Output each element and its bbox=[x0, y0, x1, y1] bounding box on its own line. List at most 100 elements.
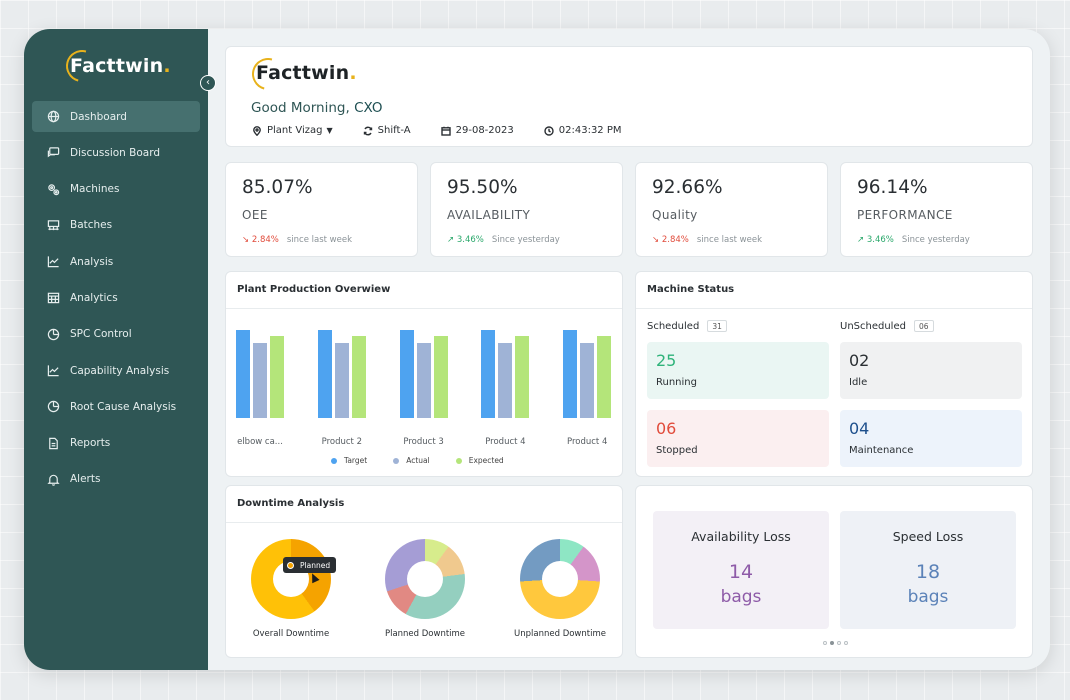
greeting: Good Morning, CXO bbox=[251, 100, 383, 116]
time-indicator: 02:43:32 PM bbox=[544, 125, 622, 136]
bar-actual-4[interactable] bbox=[498, 343, 513, 418]
clock-icon bbox=[544, 125, 554, 136]
sidebar-item-label: Reports bbox=[70, 437, 111, 450]
sidebar-logo: Facttwin. bbox=[60, 44, 171, 88]
legend-swatch bbox=[331, 457, 337, 464]
tooltip-label: Planned bbox=[300, 560, 331, 570]
machine-status-card: Machine Status Scheduled 31 UnScheduled … bbox=[635, 271, 1033, 477]
bar-expected-2[interactable] bbox=[351, 336, 366, 418]
overall-downtime-donut[interactable] bbox=[251, 539, 331, 619]
collapse-sidebar-button[interactable]: ‹ bbox=[200, 75, 216, 91]
sidebar-item-spc-control[interactable]: SPC Control bbox=[32, 319, 200, 350]
status-tile-stopped[interactable]: 06 Stopped bbox=[647, 410, 829, 467]
kpi-trend-note: since last week bbox=[696, 235, 762, 245]
kpi-trend-note: Since yesterday bbox=[901, 235, 970, 245]
sidebar-item-dashboard[interactable]: Dashboard bbox=[32, 101, 200, 132]
sidebar-item-label: Analysis bbox=[70, 255, 114, 268]
kpi-label: PERFORMANCE bbox=[857, 208, 953, 222]
availability-loss-tile: Availability Loss 14 bags bbox=[653, 511, 829, 629]
x-axis-label: Product 4 bbox=[485, 437, 526, 447]
kpi-card-performance: 96.14% PERFORMANCE ↗ 3.46% Since yesterd… bbox=[840, 162, 1033, 257]
panel-title: Plant Production Overwiew bbox=[237, 284, 391, 295]
sidebar-item-label: Discussion Board bbox=[70, 146, 161, 159]
bar-expected-5[interactable] bbox=[597, 336, 612, 418]
bar-expected-3[interactable] bbox=[433, 336, 448, 418]
legend-item-target: Target bbox=[331, 456, 367, 465]
bar-actual-1[interactable] bbox=[253, 343, 267, 418]
bar-target-1[interactable] bbox=[236, 329, 250, 418]
chart-legend: Target Actual Expected bbox=[331, 456, 530, 465]
bar-expected-1[interactable] bbox=[270, 336, 284, 418]
carousel-dot[interactable] bbox=[844, 641, 848, 645]
status-tile-idle[interactable]: 02 Idle bbox=[840, 342, 1022, 399]
bar-target-3[interactable] bbox=[399, 329, 414, 418]
kpi-value: 92.66% bbox=[652, 177, 723, 198]
x-axis-label: Product 3 bbox=[403, 437, 444, 447]
header-meta: Plant Vizag ▼ Shift-A 29-08-2023 02:43:3… bbox=[252, 125, 652, 136]
x-axis-label: Product 2 bbox=[321, 437, 362, 447]
pie-icon bbox=[46, 400, 60, 414]
sidebar-item-capability-analysis[interactable]: Capability Analysis bbox=[32, 355, 200, 386]
unplanned-downtime-donut[interactable] bbox=[520, 539, 600, 619]
shift-indicator: Shift-A bbox=[363, 125, 411, 136]
bar-actual-2[interactable] bbox=[334, 343, 349, 418]
sidebar-item-alerts[interactable]: Alerts bbox=[32, 464, 200, 495]
bar-target-5[interactable] bbox=[563, 329, 578, 418]
calendar-icon bbox=[440, 126, 451, 136]
location-pin-icon bbox=[253, 125, 261, 136]
trend-up-icon: ↗ 3.46% bbox=[857, 235, 894, 245]
loss-card: Availability Loss 14 bags Speed Loss 18 … bbox=[635, 485, 1033, 658]
loss-value: 18 bbox=[915, 561, 941, 583]
kpi-trend: ↘ 2.84% since last week bbox=[652, 235, 762, 245]
tile-label: Stopped bbox=[656, 445, 698, 456]
speed-loss-tile: Speed Loss 18 bags bbox=[840, 511, 1016, 629]
chevron-left-icon: ‹ bbox=[206, 77, 210, 88]
scheduled-count: 31 bbox=[707, 320, 727, 332]
status-tile-running[interactable]: 25 Running bbox=[647, 342, 829, 399]
status-tile-maintenance[interactable]: 04 Maintenance bbox=[840, 410, 1022, 467]
caret-down-icon: ▼ bbox=[326, 126, 333, 135]
legend-swatch bbox=[393, 457, 400, 464]
kpi-label: OEE bbox=[242, 208, 268, 222]
bar-actual-5[interactable] bbox=[580, 343, 595, 418]
bar-target-2[interactable] bbox=[317, 329, 332, 418]
panel-title: Downtime Analysis bbox=[237, 498, 345, 509]
trend-down-icon: ↘ 2.84% bbox=[242, 235, 279, 245]
plant-selector[interactable]: Plant Vizag ▼ bbox=[252, 125, 333, 136]
sidebar-item-discussion-board[interactable]: Discussion Board bbox=[32, 137, 200, 168]
loss-title: Speed Loss bbox=[892, 529, 964, 544]
loss-unit: bags bbox=[907, 587, 949, 607]
date-label: 29-08-2023 bbox=[455, 125, 514, 136]
sidebar-item-label: SPC Control bbox=[70, 328, 132, 341]
sidebar: Facttwin. Dashboard Discussion Board Mac… bbox=[24, 29, 208, 670]
shift-label: Shift-A bbox=[377, 125, 411, 136]
app-window: Facttwin. Dashboard Discussion Board Mac… bbox=[24, 29, 1050, 670]
sidebar-item-analytics[interactable]: Analytics bbox=[32, 282, 200, 313]
kpi-card-oee: 85.07% OEE ↘ 2.84% since last week bbox=[225, 162, 418, 257]
loss-value: 14 bbox=[728, 561, 754, 583]
carousel-dot[interactable] bbox=[823, 641, 827, 645]
sidebar-item-root-cause-analysis[interactable]: Root Cause Analysis bbox=[32, 391, 200, 422]
tile-label: Running bbox=[656, 377, 697, 388]
sidebar-item-batches[interactable]: Batches bbox=[32, 210, 200, 241]
donut-label: Planned Downtime bbox=[384, 629, 466, 639]
planned-downtime-donut[interactable] bbox=[385, 539, 465, 619]
logo-text: Facttwin. bbox=[256, 62, 357, 84]
kpi-trend: ↗ 3.46% Since yesterday bbox=[447, 235, 560, 245]
divider bbox=[636, 308, 1032, 309]
bar-actual-3[interactable] bbox=[416, 343, 431, 418]
legend-swatch bbox=[455, 457, 462, 464]
trend-up-icon: ↗ 3.46% bbox=[447, 235, 484, 245]
carousel-dot[interactable] bbox=[837, 641, 841, 645]
sidebar-item-label: Root Cause Analysis bbox=[70, 400, 177, 413]
sidebar-item-analysis[interactable]: Analysis bbox=[32, 246, 200, 277]
calendar-grid-icon bbox=[46, 291, 60, 305]
sidebar-item-machines[interactable]: Machines bbox=[32, 174, 200, 205]
carousel-dot-active[interactable] bbox=[830, 641, 834, 645]
sidebar-item-label: Analytics bbox=[70, 291, 118, 304]
legend-item-actual: Actual bbox=[393, 456, 430, 465]
sidebar-item-reports[interactable]: Reports bbox=[32, 428, 200, 459]
bar-target-4[interactable] bbox=[481, 329, 496, 418]
bar-expected-4[interactable] bbox=[515, 336, 530, 418]
carousel-dots bbox=[823, 641, 851, 645]
